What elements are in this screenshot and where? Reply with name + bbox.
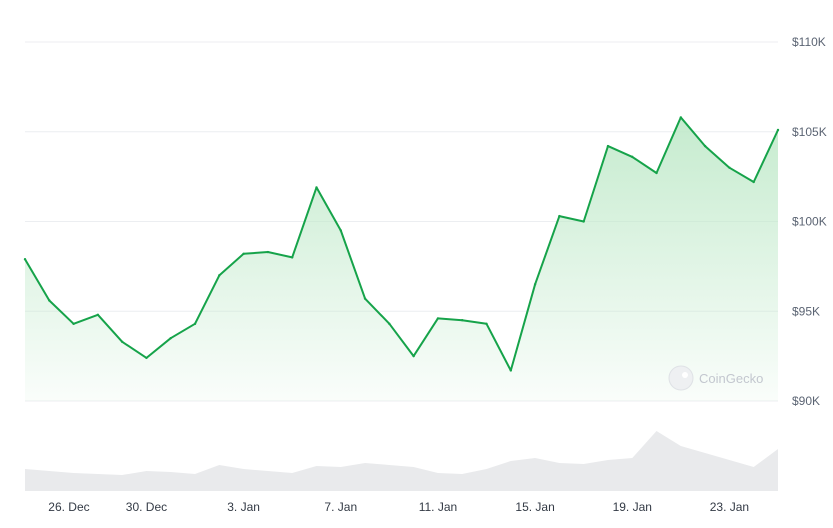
x-axis: 26. Dec 30. Dec 3. Jan 7. Jan 11. Jan 15. Jan…: [48, 500, 749, 514]
price-point: [533, 283, 537, 286]
x-tick-label: 11. Jan: [419, 500, 457, 514]
price-point: [290, 256, 294, 259]
price-point: [776, 128, 780, 132]
price-point: [169, 336, 172, 340]
price-point: [363, 297, 367, 300]
price-points: [23, 116, 780, 372]
x-tick-label: 19. Jan: [613, 500, 652, 514]
y-tick-label: $100K: [792, 215, 827, 229]
x-tick-label: 7. Jan: [324, 500, 357, 514]
price-point: [315, 186, 318, 189]
y-tick-label: $110K: [792, 35, 826, 49]
x-tick-label: 26. Dec: [48, 500, 89, 514]
price-point: [606, 144, 610, 148]
coingecko-watermark: CoinGecko: [668, 365, 763, 391]
volume-area: [25, 431, 778, 491]
y-tick-label: $105K: [792, 125, 827, 139]
price-point: [412, 354, 415, 358]
price-point: [655, 171, 658, 175]
price-point: [582, 220, 585, 223]
watermark-text: CoinGecko: [699, 371, 763, 386]
price-area: [25, 117, 778, 402]
gecko-logo-icon: [668, 365, 694, 391]
price-point: [752, 180, 755, 184]
y-tick-label: $95K: [792, 304, 820, 318]
y-tick-label: $90K: [792, 394, 820, 408]
price-point: [388, 322, 391, 326]
price-point: [96, 313, 100, 317]
x-tick-label: 15. Jan: [515, 500, 554, 514]
price-point: [679, 116, 683, 119]
price-point: [193, 322, 197, 326]
x-tick-label: 3. Jan: [227, 500, 260, 514]
price-line: [24, 116, 779, 372]
price-point: [145, 356, 148, 360]
price-point: [120, 340, 124, 343]
price-point: [485, 322, 488, 326]
y-axis: $90K $95K $100K $105K $110K: [792, 35, 827, 408]
price-point: [436, 317, 440, 320]
price-point: [631, 155, 634, 159]
price-point: [72, 322, 75, 326]
price-point: [703, 144, 707, 148]
price-point: [461, 319, 464, 322]
x-tick-label: 23. Jan: [710, 500, 749, 514]
price-point: [48, 299, 51, 302]
price-point: [339, 229, 342, 232]
price-point: [728, 166, 731, 169]
price-point: [218, 274, 221, 277]
price-point: [509, 369, 513, 372]
price-point: [242, 252, 245, 256]
price-point: [266, 250, 270, 254]
price-point: [23, 257, 27, 261]
gecko-eye-icon: [682, 372, 688, 378]
x-tick-label: 30. Dec: [126, 500, 167, 514]
price-point: [558, 214, 561, 218]
